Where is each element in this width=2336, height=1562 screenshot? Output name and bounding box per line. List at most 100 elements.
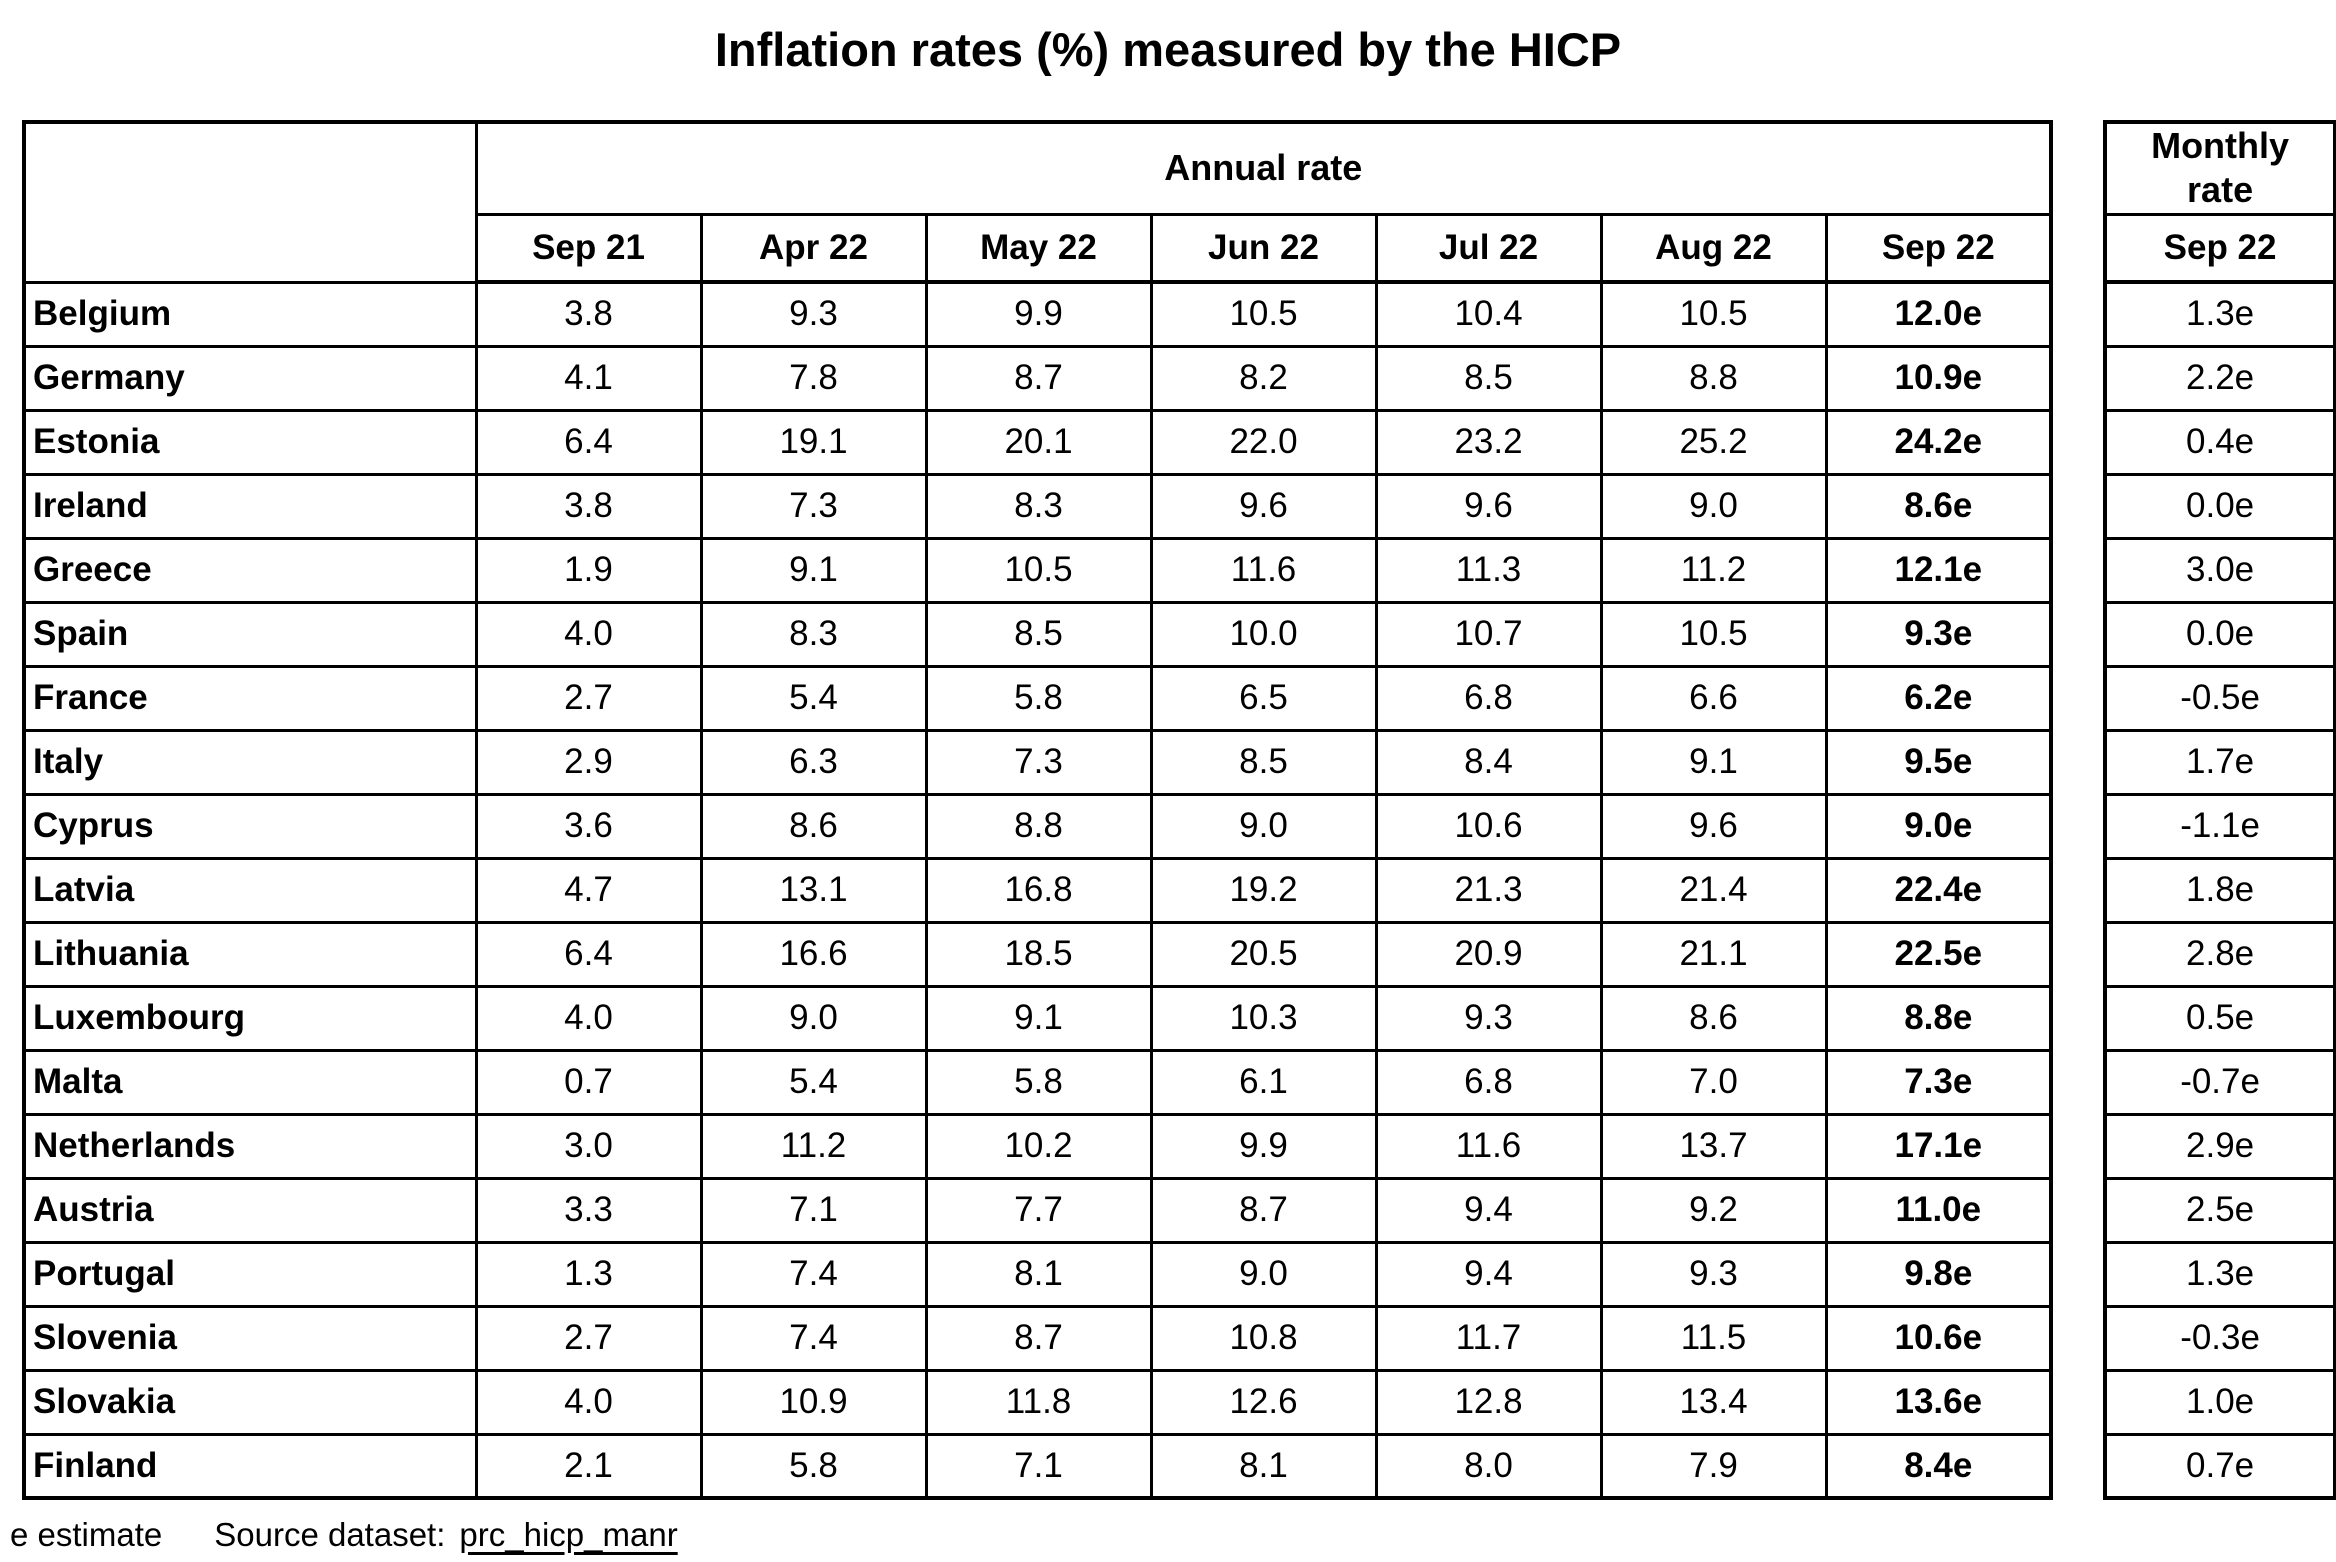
annual-value: 8.2 [1149,344,1378,412]
annual-value-estimate: 11.0e [1824,1176,2053,1244]
annual-value: 10.9 [699,1368,928,1436]
annual-value: 10.8 [1149,1304,1378,1372]
annual-value-estimate: 8.4e [1824,1432,2053,1500]
table-row: Slovenia 2.7 7.4 8.7 10.8 11.7 11.5 10.6e [22,1304,2053,1372]
monthly-value: 1.3e [2103,1240,2336,1308]
annual-value: 7.8 [699,344,928,412]
annual-value-estimate: 10.6e [1824,1304,2053,1372]
annual-value: 10.5 [1599,280,1828,348]
annual-value-estimate: 8.8e [1824,984,2053,1052]
monthly-rate-table: Monthly rate Sep 22 1.3e 2.2e 0.4e 0.0e 3.0e… [2103,120,2336,1500]
monthly-table-row: 2.2e [2103,344,2336,412]
annual-rate-table: Annual rate Sep 21 Apr 22 May 22 Jun 22 Jul … [22,120,2054,1500]
monthly-column-header: Sep 22 [2103,212,2336,284]
country-label: Ireland [22,472,478,540]
monthly-value: 0.7e [2103,1432,2336,1500]
monthly-value: -0.7e [2103,1048,2336,1116]
annual-value: 3.0 [474,1112,703,1180]
country-label: Portugal [22,1240,478,1308]
monthly-rate-group-header: Monthly rate [2103,120,2336,216]
annual-value: 9.6 [1149,472,1378,540]
monthly-table-row: 0.4e [2103,408,2336,476]
annual-value: 7.7 [924,1176,1153,1244]
annual-value: 0.7 [474,1048,703,1116]
source-dataset-link[interactable]: prc_hicp_manr [459,1516,678,1553]
annual-value: 4.0 [474,600,703,668]
monthly-value: 2.8e [2103,920,2336,988]
annual-value-estimate: 12.1e [1824,536,2053,604]
table-row: Luxembourg 4.0 9.0 9.1 10.3 9.3 8.6 8.8e [22,984,2053,1052]
annual-value: 6.4 [474,408,703,476]
annual-value: 11.8 [924,1368,1153,1436]
annual-value: 5.8 [924,664,1153,732]
annual-value: 9.0 [1149,792,1378,860]
country-label: Germany [22,344,478,412]
country-label: France [22,664,478,732]
country-label: Austria [22,1176,478,1244]
table-row: Portugal 1.3 7.4 8.1 9.0 9.4 9.3 9.8e [22,1240,2053,1308]
annual-column-header: May 22 [924,212,1153,284]
annual-column-header: Jun 22 [1149,212,1378,284]
table-row: Netherlands 3.0 11.2 10.2 9.9 11.6 13.7 17.1e [22,1112,2053,1180]
annual-value: 19.2 [1149,856,1378,924]
monthly-table-row: 0.0e [2103,600,2336,668]
annual-value: 21.3 [1374,856,1603,924]
table-row: Cyprus 3.6 8.6 8.8 9.0 10.6 9.6 9.0e [22,792,2053,860]
annual-value: 9.2 [1599,1176,1828,1244]
annual-value-estimate: 12.0e [1824,280,2053,348]
annual-value: 10.5 [1599,600,1828,668]
annual-value: 11.6 [1374,1112,1603,1180]
annual-value: 10.4 [1374,280,1603,348]
annual-value: 18.5 [924,920,1153,988]
annual-value: 8.0 [1374,1432,1603,1500]
monthly-value: 0.0e [2103,472,2336,540]
annual-value-estimate: 9.8e [1824,1240,2053,1308]
annual-value: 8.5 [1374,344,1603,412]
country-label: Italy [22,728,478,796]
country-label: Malta [22,1048,478,1116]
annual-value: 9.3 [699,280,928,348]
annual-value-estimate: 22.4e [1824,856,2053,924]
annual-value-estimate: 10.9e [1824,344,2053,412]
annual-value: 9.4 [1374,1240,1603,1308]
table-row: Finland 2.1 5.8 7.1 8.1 8.0 7.9 8.4e [22,1432,2053,1500]
annual-column-header: Jul 22 [1374,212,1603,284]
corner-cell [22,120,478,284]
annual-column-header: Apr 22 [699,212,928,284]
annual-value: 12.8 [1374,1368,1603,1436]
monthly-value: 0.0e [2103,600,2336,668]
annual-value: 8.6 [1599,984,1828,1052]
annual-value: 8.8 [1599,344,1828,412]
annual-value: 8.1 [924,1240,1153,1308]
monthly-table-row: 0.5e [2103,984,2336,1052]
table-row: Italy 2.9 6.3 7.3 8.5 8.4 9.1 9.5e [22,728,2053,796]
annual-value-estimate: 24.2e [1824,408,2053,476]
table-row: Slovakia 4.0 10.9 11.8 12.6 12.8 13.4 13.6e [22,1368,2053,1436]
annual-value: 8.7 [924,1304,1153,1372]
monthly-value: -1.1e [2103,792,2336,860]
annual-column-header: Aug 22 [1599,212,1828,284]
footer: e estimate Source dataset: prc_hicp_manr [10,1516,678,1554]
annual-value: 21.1 [1599,920,1828,988]
monthly-value: -0.5e [2103,664,2336,732]
annual-value-estimate: 6.2e [1824,664,2053,732]
annual-value: 11.6 [1149,536,1378,604]
annual-value: 5.8 [699,1432,928,1500]
monthly-value: 2.5e [2103,1176,2336,1244]
annual-value: 9.0 [1149,1240,1378,1308]
monthly-value: 2.2e [2103,344,2336,412]
annual-value: 11.3 [1374,536,1603,604]
annual-column-header: Sep 21 [474,212,703,284]
annual-value: 13.4 [1599,1368,1828,1436]
annual-value: 20.5 [1149,920,1378,988]
table-row: Estonia 6.4 19.1 20.1 22.0 23.2 25.2 24.2e [22,408,2053,476]
country-label: Netherlands [22,1112,478,1180]
annual-rate-group-header: Annual rate [474,120,2053,216]
table-row: Lithuania 6.4 16.6 18.5 20.5 20.9 21.1 22.5e [22,920,2053,988]
monthly-table-row: 2.8e [2103,920,2336,988]
monthly-value: 1.7e [2103,728,2336,796]
annual-value: 8.7 [1149,1176,1378,1244]
annual-value-estimate: 22.5e [1824,920,2053,988]
annual-value: 19.1 [699,408,928,476]
country-label: Latvia [22,856,478,924]
